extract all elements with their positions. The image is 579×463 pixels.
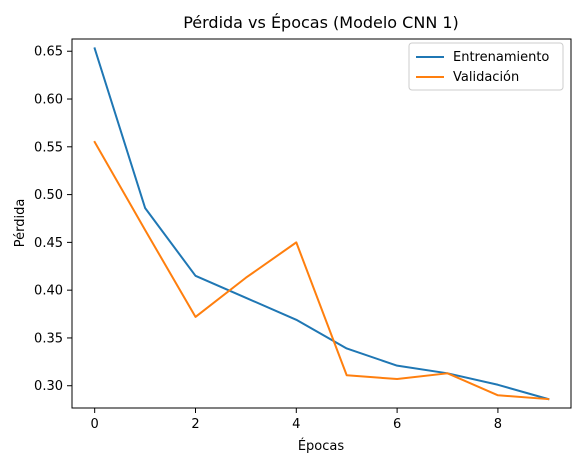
- legend: Entrenamiento Validación: [409, 43, 563, 90]
- x-tick-label: 8: [494, 417, 502, 432]
- legend-label-validacion: Validación: [453, 70, 519, 85]
- y-tick-label: 0.50: [34, 188, 63, 203]
- y-tick-label: 0.40: [34, 284, 63, 299]
- y-tick-label: 0.60: [34, 93, 63, 108]
- y-tick-label: 0.30: [34, 379, 63, 394]
- plot-frame: [72, 39, 571, 408]
- x-tick-label: 2: [191, 417, 199, 432]
- x-tick-label: 0: [91, 417, 99, 432]
- x-axis-label: Épocas: [298, 438, 345, 454]
- y-axis: 0.30 0.35 0.40 0.45 0.50 0.55 0.60 0.65: [34, 45, 72, 394]
- x-tick-label: 4: [292, 417, 300, 432]
- y-tick-label: 0.65: [34, 45, 63, 60]
- chart-title: Pérdida vs Épocas (Modelo CNN 1): [183, 13, 459, 32]
- plot-area: [72, 39, 571, 408]
- y-axis-label: Pérdida: [13, 199, 28, 248]
- y-tick-label: 0.55: [34, 140, 63, 155]
- legend-label-entrenamiento: Entrenamiento: [453, 50, 549, 65]
- x-tick-label: 6: [393, 417, 401, 432]
- y-tick-label: 0.35: [34, 331, 63, 346]
- x-axis: 0 2 4 6 8: [91, 408, 503, 432]
- y-tick-label: 0.45: [34, 236, 63, 251]
